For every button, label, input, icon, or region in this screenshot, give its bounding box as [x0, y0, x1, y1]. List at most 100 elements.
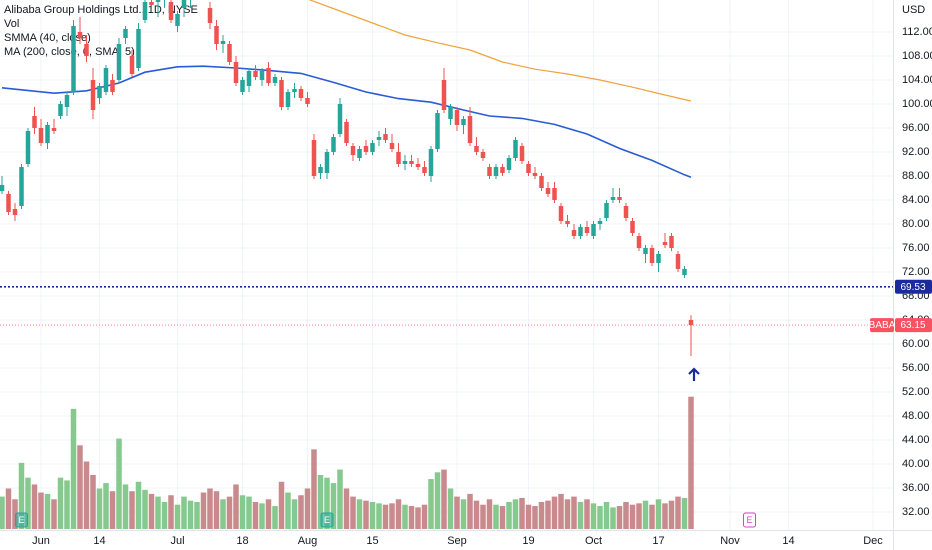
volume-bar [363, 500, 369, 529]
candle-body [331, 136, 336, 152]
event-marker [743, 512, 756, 528]
candle-body [305, 97, 310, 104]
event-label: E [324, 515, 330, 525]
candle-body [435, 112, 440, 149]
candle-body [220, 40, 226, 44]
volume-bar [655, 499, 662, 529]
volume-bar [304, 488, 311, 529]
volume-bar [441, 469, 447, 529]
price-label-box [895, 318, 932, 333]
volume-bar [5, 488, 12, 529]
y-tick-label: 40.00 [902, 458, 930, 470]
volume-bar [330, 483, 337, 529]
candle-body [409, 160, 414, 164]
volume-bar [467, 493, 473, 529]
symbol-label: BABA [869, 320, 896, 331]
arrow-icon [688, 367, 700, 381]
x-tick-label: 18 [236, 535, 248, 547]
volume-bar [681, 497, 688, 529]
candle-body [0, 184, 5, 191]
candle-body [448, 106, 453, 119]
candle-body [591, 223, 596, 236]
candle-body [487, 166, 492, 176]
candle-body [422, 166, 427, 173]
legend: Alibaba Group Holdings Ltd., 1D, NYSE Vo… [4, 4, 198, 58]
volume-bar [636, 503, 642, 529]
volume-bar [408, 506, 415, 529]
volume-bar [259, 503, 265, 529]
volume-bar [317, 475, 324, 529]
chart-title: Alibaba Group Holdings Ltd., 1D, NYSE [4, 4, 198, 16]
candle-body [123, 28, 128, 38]
volume-bar [460, 499, 467, 529]
volume-bar [122, 484, 129, 529]
candle-body [168, 1, 174, 20]
axes: USD 112.00 108.00 104.00 100.00 96.00 92.00 88… [32, 4, 932, 547]
volume-bar [415, 507, 421, 529]
candle-body [233, 61, 239, 83]
candle-body [370, 142, 375, 152]
candle-body [357, 148, 362, 158]
volume-bar [642, 500, 649, 529]
y-tick-label: 48.00 [902, 410, 930, 422]
candle-body [682, 268, 687, 275]
volume-bar [96, 488, 103, 529]
candle-body [402, 160, 408, 164]
volume-bar [135, 481, 142, 529]
overlay: 69.53 63.15 BABA E E E [0, 279, 932, 528]
ma200-line [308, 0, 692, 102]
volume-bar [616, 506, 623, 529]
event-marker [15, 512, 28, 528]
candle-body [662, 241, 668, 245]
candle-body [513, 139, 518, 158]
candle-body [214, 25, 219, 44]
candle-body [77, 31, 83, 38]
candle-body [461, 118, 466, 125]
y-tick-label: 32.00 [902, 506, 930, 518]
volume-bar [350, 496, 356, 529]
candle-body [344, 121, 349, 143]
candle-body [6, 193, 11, 212]
volume-bar [246, 496, 252, 529]
volume-bar [532, 506, 538, 529]
volume-bar [181, 496, 187, 529]
volume-bar [18, 462, 25, 529]
volume-bar [512, 499, 519, 529]
volume-bar [434, 472, 441, 529]
volume-bar [480, 504, 486, 529]
candle-body [506, 157, 512, 170]
y-tick-label: 112.00 [902, 26, 932, 38]
candle-body [500, 166, 505, 173]
y-tick-label: 92.00 [902, 146, 930, 158]
candle-body [474, 145, 479, 152]
legend-ma200: MA (200, close, 0, SMA, 5) [4, 46, 135, 58]
candle-body [467, 115, 473, 143]
candle-body [116, 43, 122, 80]
volume-bar [239, 495, 246, 529]
y-tick-label: 84.00 [902, 194, 930, 206]
currency-label: USD [902, 4, 925, 16]
volume-bar [389, 503, 395, 529]
candle-body [350, 145, 356, 155]
candle-body [636, 235, 642, 248]
volume-bar [623, 502, 629, 529]
volume-bar [688, 396, 694, 529]
volume-bar [590, 503, 597, 529]
volume-bar [103, 483, 109, 529]
volume-bar [356, 499, 363, 529]
x-tick-label: Aug [298, 535, 318, 547]
x-tick-label: 15 [366, 535, 378, 547]
y-tick-label: 44.00 [902, 434, 930, 446]
volume-bar [376, 503, 382, 529]
volume-bar [597, 506, 603, 529]
volume-bar [610, 507, 616, 529]
candle-body [519, 145, 525, 161]
candle-body [318, 166, 323, 173]
volume-bar [142, 489, 148, 529]
y-tick-label: 88.00 [902, 170, 930, 182]
volume-bar [473, 500, 480, 529]
candle-body [292, 88, 297, 92]
candle-body [142, 1, 148, 20]
candle-body [71, 25, 76, 92]
x-tick-label: 14 [782, 535, 794, 547]
